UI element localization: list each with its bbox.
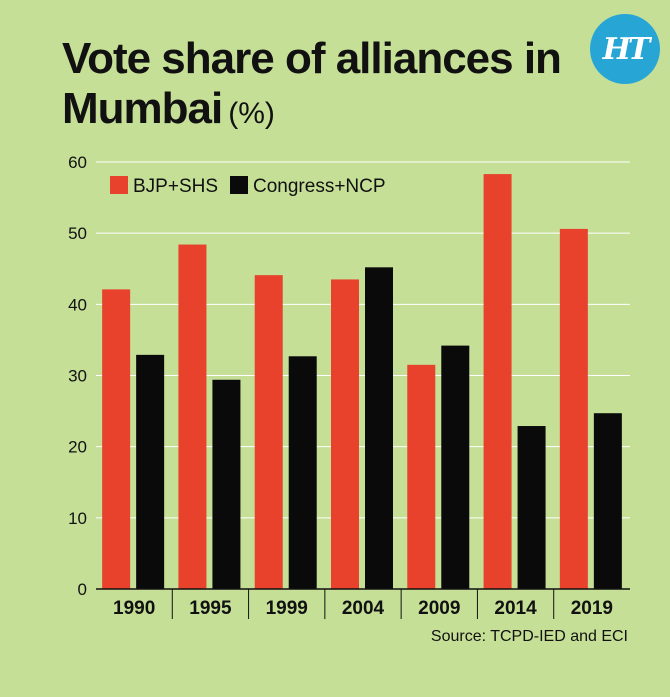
- x-tick-label: 2014: [494, 598, 537, 619]
- bar-bjp-shs: [407, 364, 436, 589]
- x-tick-label: 1995: [189, 598, 232, 619]
- bar-bjp-shs: [178, 244, 207, 589]
- y-tick-label: 0: [78, 580, 87, 599]
- y-tick-label: 40: [68, 295, 87, 314]
- gridlines: [96, 161, 630, 519]
- bar-bjp-shs: [483, 174, 512, 589]
- source-note: Source: TCPD-IED and ECI: [430, 628, 628, 645]
- y-tick-label: 20: [68, 438, 87, 457]
- x-tick-label: 1999: [266, 598, 308, 619]
- bar-congress-ncp: [136, 354, 165, 589]
- y-tick-label: 60: [68, 153, 87, 172]
- y-tick-label: 10: [68, 509, 87, 528]
- y-tick-label: 30: [68, 367, 87, 386]
- legend-label: Congress+NCP: [253, 176, 386, 197]
- x-tick-label: 2019: [571, 598, 613, 619]
- bar-bjp-shs: [254, 275, 283, 589]
- y-tick-label: 50: [68, 224, 87, 243]
- x-tick-label: 2009: [418, 598, 460, 619]
- chart-title-unit: (%): [228, 97, 275, 130]
- legend-swatch: [110, 176, 128, 194]
- bar-congress-ncp: [212, 379, 241, 589]
- ht-logo-text: HT: [602, 31, 651, 67]
- bar-congress-ncp: [593, 413, 622, 589]
- bars: [102, 174, 622, 589]
- legend: BJP+SHS Congress+NCP: [110, 176, 386, 197]
- bar-bjp-shs: [102, 289, 131, 589]
- bar-congress-ncp: [441, 345, 470, 589]
- legend-swatch: [230, 176, 248, 194]
- bar-congress-ncp: [365, 267, 393, 589]
- bar-bjp-shs: [331, 279, 359, 589]
- x-axis: 1990 1995 1999 2004 2009 2014 2019: [96, 588, 630, 619]
- chart-title: Vote share of alliances in Mumbai (%): [62, 34, 582, 139]
- x-tick-label: 1990: [113, 598, 155, 619]
- bar-congress-ncp: [288, 356, 317, 589]
- bar-bjp-shs: [559, 228, 588, 589]
- chart-title-text: Vote share of alliances in Mumbai: [62, 34, 562, 133]
- x-tick-label: 2004: [342, 598, 385, 619]
- ht-logo: HT: [590, 14, 660, 84]
- bar-congress-ncp: [517, 426, 546, 589]
- legend-label: BJP+SHS: [133, 176, 218, 197]
- y-tick-labels: 0 10 20 30 40 50 60: [68, 153, 87, 599]
